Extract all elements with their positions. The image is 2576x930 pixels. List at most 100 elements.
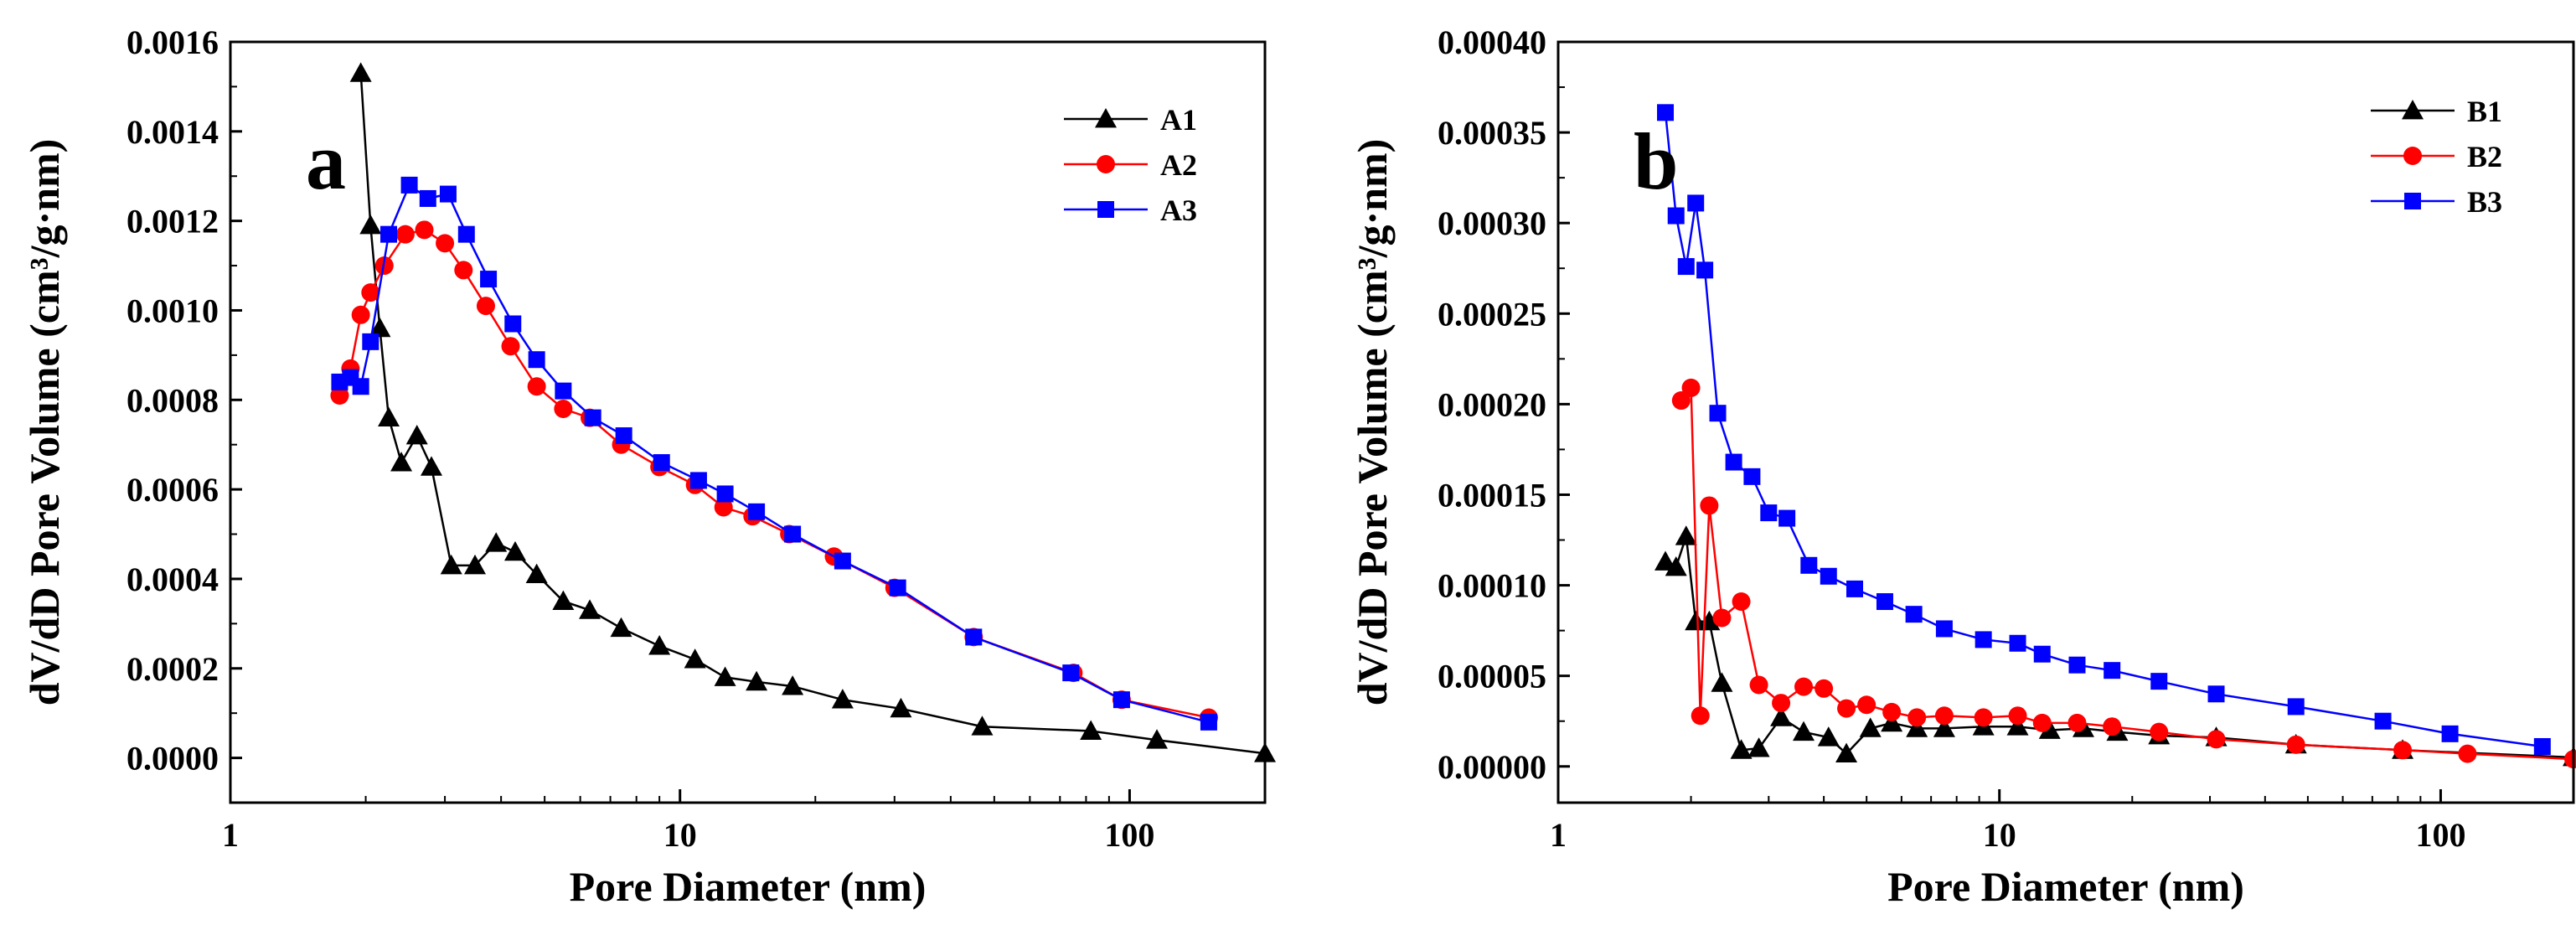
data-point-A3 xyxy=(439,185,457,203)
data-point-A1 xyxy=(971,716,994,736)
data-point-B1 xyxy=(1655,550,1677,571)
data-point-A3 xyxy=(1112,691,1130,709)
data-point-A2 xyxy=(361,283,380,302)
data-point-B2 xyxy=(2286,735,2305,754)
data-point-A2 xyxy=(436,234,455,253)
y-tick-label: 0.00030 xyxy=(1438,204,1546,242)
data-point-A3 xyxy=(965,628,983,646)
data-point-A3 xyxy=(555,382,572,400)
data-point-A3 xyxy=(400,176,418,194)
data-point-A3 xyxy=(615,427,632,445)
data-point-B3 xyxy=(1687,194,1705,212)
data-point-A1 xyxy=(440,554,462,575)
data-point-B2 xyxy=(2032,713,2052,732)
data-point-B2 xyxy=(1837,699,1856,718)
data-point-A1 xyxy=(579,599,601,619)
series-B3 xyxy=(1657,104,2551,755)
data-point-A2 xyxy=(714,498,733,517)
data-point-B3 xyxy=(1905,606,1923,623)
data-point-B3 xyxy=(2207,685,2225,703)
x-tick-label: 10 xyxy=(663,816,697,854)
x-tick-label: 10 xyxy=(1983,816,2016,854)
data-point-A2 xyxy=(501,337,520,356)
legend-marker-B1 xyxy=(2402,100,2424,120)
data-point-B3 xyxy=(1677,258,1695,276)
y-tick-label: 0.0014 xyxy=(126,113,219,151)
data-point-A2 xyxy=(351,305,370,324)
data-point-A3 xyxy=(352,378,369,395)
y-tick-label: 0.00040 xyxy=(1438,23,1546,61)
data-point-A2 xyxy=(415,220,434,240)
data-point-A1 xyxy=(1146,729,1169,749)
x-tick-label: 100 xyxy=(2415,816,2465,854)
legend-label-A3: A3 xyxy=(1160,194,1197,227)
data-point-B2 xyxy=(1934,706,1954,726)
panel-label: a xyxy=(306,116,346,206)
data-point-A1 xyxy=(684,648,706,669)
data-point-A1 xyxy=(405,425,428,445)
data-point-B3 xyxy=(1876,593,1893,611)
data-point-B3 xyxy=(1820,567,1837,585)
data-point-A2 xyxy=(476,297,495,316)
x-axis-label: Pore Diameter (nm) xyxy=(1887,863,2244,910)
y-axis-label: dV/dD Pore Volume (cm³/g·nm) xyxy=(21,139,68,706)
data-point-A1 xyxy=(714,666,736,686)
data-point-A1 xyxy=(648,635,671,655)
data-point-A1 xyxy=(378,406,400,427)
legend-marker-A3 xyxy=(1097,201,1114,218)
legend-marker-B3 xyxy=(2404,193,2421,209)
data-point-B2 xyxy=(2103,717,2122,736)
data-point-B2 xyxy=(2068,713,2087,732)
data-point-A3 xyxy=(528,351,545,369)
y-tick-label: 0.0002 xyxy=(126,650,219,688)
y-tick-label: 0.00010 xyxy=(1438,567,1546,605)
data-point-B2 xyxy=(1772,694,1791,713)
data-point-B2 xyxy=(1794,677,1814,696)
data-point-A2 xyxy=(554,399,573,418)
data-point-A1 xyxy=(485,532,508,552)
data-point-B3 xyxy=(1725,453,1742,471)
data-point-A3 xyxy=(584,409,601,426)
data-point-B1 xyxy=(1817,726,1840,747)
data-point-B3 xyxy=(1778,509,1796,527)
data-point-B2 xyxy=(1974,708,1993,727)
data-point-A1 xyxy=(552,590,575,611)
data-point-B2 xyxy=(1712,608,1732,628)
data-point-B3 xyxy=(2287,698,2305,716)
y-tick-label: 0.00035 xyxy=(1438,114,1546,152)
data-point-A1 xyxy=(610,617,632,638)
x-axis-label: Pore Diameter (nm) xyxy=(570,863,927,910)
data-point-A2 xyxy=(395,225,415,244)
data-point-B3 xyxy=(1743,468,1761,485)
legend-label-B1: B1 xyxy=(2467,95,2502,128)
data-point-A3 xyxy=(834,552,851,570)
y-tick-label: 0.0008 xyxy=(126,381,219,419)
y-tick-label: 0.0006 xyxy=(126,471,219,509)
legend-label-B3: B3 xyxy=(2467,185,2502,219)
series-A1 xyxy=(349,62,1276,762)
data-point-A3 xyxy=(689,472,707,489)
data-point-B3 xyxy=(1975,631,1992,648)
data-point-A3 xyxy=(380,225,398,243)
data-point-A1 xyxy=(420,456,442,476)
data-point-B3 xyxy=(2009,634,2026,652)
data-point-B2 xyxy=(1815,679,1834,698)
data-point-A1 xyxy=(890,697,912,718)
data-point-B2 xyxy=(2458,744,2477,763)
data-point-A1 xyxy=(464,554,487,575)
legend: B1 B2 B3 xyxy=(2371,95,2502,219)
data-point-B3 xyxy=(1657,104,1675,121)
chart-panel-b: 0.00000 0.00005 0.00010 0.00015 0.00020 0.000… xyxy=(1349,23,2576,910)
data-point-B1 xyxy=(1711,672,1733,692)
legend: A1 A2 A3 xyxy=(1064,103,1197,227)
data-point-A1 xyxy=(831,689,854,709)
data-point-B2 xyxy=(1882,702,1902,721)
data-point-B1 xyxy=(1793,721,1815,741)
data-point-B3 xyxy=(1846,580,1864,597)
data-point-B1 xyxy=(1675,525,1697,545)
data-point-B2 xyxy=(1732,592,1751,612)
y-tick-label: 0.0016 xyxy=(126,23,219,61)
plot-frame xyxy=(229,40,1267,804)
data-point-A3 xyxy=(716,485,734,503)
